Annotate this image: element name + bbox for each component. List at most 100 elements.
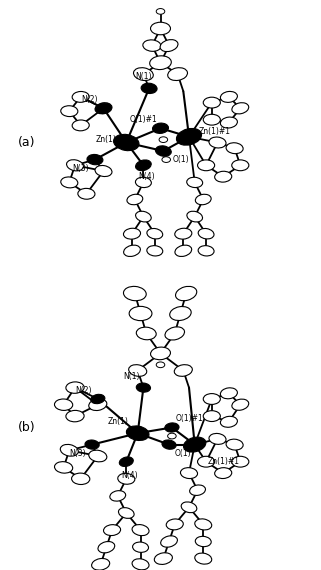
Ellipse shape [55, 399, 73, 410]
Ellipse shape [60, 445, 78, 456]
Ellipse shape [91, 559, 110, 570]
Ellipse shape [114, 135, 139, 150]
Ellipse shape [195, 536, 211, 547]
Ellipse shape [226, 439, 243, 450]
Ellipse shape [190, 485, 205, 495]
Ellipse shape [72, 473, 90, 484]
Ellipse shape [195, 194, 211, 205]
Text: O(1)#1: O(1)#1 [130, 115, 157, 124]
Ellipse shape [124, 245, 140, 256]
Ellipse shape [134, 68, 153, 80]
Ellipse shape [221, 91, 238, 103]
Ellipse shape [95, 103, 112, 114]
Ellipse shape [215, 171, 232, 182]
Ellipse shape [133, 542, 149, 552]
Ellipse shape [124, 286, 146, 301]
Text: N(2): N(2) [75, 386, 92, 395]
Ellipse shape [95, 165, 112, 177]
Ellipse shape [209, 433, 226, 445]
Ellipse shape [72, 120, 89, 131]
Ellipse shape [154, 553, 172, 564]
Ellipse shape [181, 502, 197, 512]
Ellipse shape [203, 114, 220, 125]
Ellipse shape [175, 228, 192, 239]
Ellipse shape [161, 536, 178, 547]
Ellipse shape [232, 456, 249, 467]
Ellipse shape [187, 177, 203, 188]
Ellipse shape [147, 229, 163, 239]
Ellipse shape [155, 146, 171, 156]
Text: N(3): N(3) [73, 164, 89, 173]
Ellipse shape [135, 177, 152, 188]
Ellipse shape [197, 456, 215, 467]
Ellipse shape [175, 245, 192, 256]
Ellipse shape [156, 362, 165, 368]
Ellipse shape [170, 307, 191, 320]
Ellipse shape [195, 519, 212, 530]
Ellipse shape [61, 177, 78, 188]
Ellipse shape [174, 365, 192, 376]
Ellipse shape [226, 142, 243, 154]
Ellipse shape [150, 56, 171, 70]
Text: (b): (b) [18, 421, 35, 434]
Ellipse shape [55, 462, 73, 473]
Ellipse shape [203, 410, 220, 422]
Ellipse shape [152, 123, 169, 133]
Ellipse shape [166, 519, 183, 530]
Ellipse shape [66, 410, 84, 422]
Ellipse shape [110, 491, 126, 501]
Ellipse shape [184, 437, 206, 452]
Ellipse shape [215, 467, 232, 479]
Ellipse shape [89, 450, 107, 462]
Text: O(1): O(1) [175, 449, 192, 458]
Ellipse shape [197, 160, 215, 171]
Text: Zn(1): Zn(1) [107, 417, 128, 426]
Ellipse shape [195, 553, 212, 564]
Ellipse shape [87, 154, 103, 165]
Ellipse shape [72, 91, 89, 103]
Text: N(1): N(1) [124, 372, 140, 381]
Ellipse shape [118, 473, 135, 484]
Ellipse shape [180, 467, 197, 479]
Ellipse shape [221, 416, 238, 428]
Ellipse shape [136, 383, 151, 392]
Ellipse shape [221, 388, 238, 399]
Ellipse shape [124, 228, 141, 239]
Ellipse shape [232, 160, 249, 171]
Ellipse shape [151, 22, 170, 35]
Ellipse shape [168, 68, 187, 80]
Text: O(1): O(1) [172, 155, 189, 164]
Text: N(4): N(4) [121, 471, 137, 481]
Ellipse shape [132, 524, 149, 536]
Ellipse shape [162, 157, 170, 162]
Ellipse shape [78, 188, 95, 200]
Ellipse shape [168, 433, 176, 439]
Ellipse shape [159, 137, 168, 142]
Ellipse shape [98, 542, 115, 553]
Text: Zn(1)#1: Zn(1)#1 [199, 127, 231, 136]
Text: Zn(1)#1: Zn(1)#1 [207, 457, 239, 466]
Text: N(4): N(4) [138, 172, 155, 181]
Text: (a): (a) [18, 136, 35, 149]
Ellipse shape [141, 83, 157, 93]
Ellipse shape [118, 508, 134, 518]
Ellipse shape [198, 246, 214, 256]
Ellipse shape [96, 103, 111, 113]
Ellipse shape [85, 440, 99, 449]
Ellipse shape [89, 399, 107, 410]
Ellipse shape [176, 286, 197, 301]
Ellipse shape [187, 211, 203, 222]
Text: N(2): N(2) [81, 95, 98, 104]
Ellipse shape [203, 97, 220, 108]
Ellipse shape [151, 347, 170, 360]
Ellipse shape [221, 117, 238, 128]
Ellipse shape [66, 382, 84, 393]
Text: O(1)#1: O(1)#1 [175, 414, 203, 424]
Ellipse shape [135, 211, 151, 222]
Ellipse shape [209, 137, 226, 148]
Ellipse shape [91, 394, 105, 404]
Ellipse shape [129, 307, 152, 320]
Ellipse shape [160, 39, 178, 52]
Ellipse shape [103, 524, 121, 536]
Ellipse shape [127, 194, 143, 205]
